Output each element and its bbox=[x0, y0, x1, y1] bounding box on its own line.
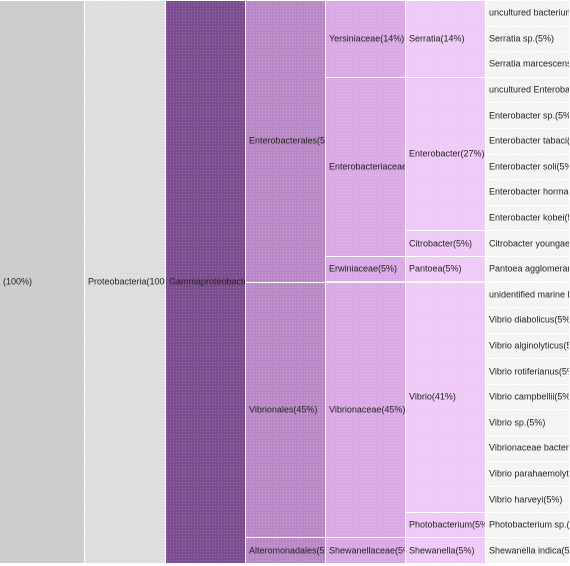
icicle-label: Photobacterium sp.(5%) bbox=[489, 519, 570, 530]
icicle-cell-enterobacter-sp[interactable]: Enterobacter sp.(5%) bbox=[486, 103, 570, 129]
icicle-cell-erwiniaceae[interactable]: Erwiniaceae(5%) bbox=[326, 256, 406, 283]
icicle-label: Shewanella indica(5%) bbox=[489, 545, 570, 556]
icicle-label: Vibrionaceae(45%) bbox=[329, 404, 406, 415]
icicle-cell-uncultured-bacterium[interactable]: uncultured bacterium(5%) bbox=[486, 1, 570, 27]
icicle-cell-serratia[interactable]: Serratia(14%) bbox=[406, 1, 486, 78]
icicle-label: Enterobacter hormaechei(5%) bbox=[489, 186, 569, 197]
icicle-cell-proteobacteria[interactable]: Proteobacteria(100%) bbox=[85, 1, 166, 564]
icicle-cell-enterobacter-hormaechei[interactable]: Enterobacter hormaechei(5%) bbox=[486, 180, 570, 206]
icicle-label: Gammaproteobacteria(100%) bbox=[169, 276, 245, 287]
icicle-cell-vibrio-diabolicus[interactable]: Vibrio diabolicus(5%) bbox=[486, 308, 570, 334]
icicle-cell-unidentified-marine-bacterium[interactable]: unidentified marine bacterium(5%) bbox=[486, 282, 570, 309]
icicle-label: Shewanellaceae(5%) bbox=[329, 545, 406, 556]
icicle-cell-citrobacter[interactable]: Citrobacter(5%) bbox=[406, 231, 486, 257]
icicle-label: Shewanella(5%) bbox=[409, 545, 475, 556]
icicle-label: Enterobacterales(50%) bbox=[249, 135, 326, 146]
icicle-label: Citrobacter(5%) bbox=[409, 238, 473, 249]
icicle-label: Vibrionaceae bacterium(5%) bbox=[489, 442, 569, 453]
icicle-label: Vibrio campbellii(5%) bbox=[489, 391, 570, 402]
icicle-label: Pantoea(5%) bbox=[409, 263, 462, 274]
icicle-label: Pantoea agglomerans(5%) bbox=[489, 263, 569, 274]
icicle-label: Vibrio alginolyticus(5%) bbox=[489, 340, 569, 351]
icicle-cell-vibrionaceae[interactable]: Vibrionaceae(45%) bbox=[326, 282, 406, 539]
icicle-label: Citrobacter youngae(5%) bbox=[489, 238, 570, 249]
icicle-label: Vibrio rotiferianus(5%) bbox=[489, 366, 570, 377]
icicle-label: Enterobacteriaceae(32%) bbox=[329, 161, 405, 172]
icicle-cell-yersiniaceae[interactable]: Yersiniaceae(14%) bbox=[326, 1, 406, 78]
icicle-cell-vibrionales[interactable]: Vibrionales(45%) bbox=[246, 282, 326, 539]
icicle-cell-photobacterium-sp[interactable]: Photobacterium sp.(5%) bbox=[486, 512, 570, 539]
icicle-cell-vibrio-campbellii[interactable]: Vibrio campbellii(5%) bbox=[486, 384, 570, 411]
icicle-cell-root[interactable]: (100%) bbox=[0, 1, 85, 564]
icicle-label: Enterobacter soli(5%) bbox=[489, 161, 570, 172]
icicle-cell-enterobacter[interactable]: Enterobacter(27%) bbox=[406, 77, 486, 232]
icicle-cell-enterobacteriaceae[interactable]: Enterobacteriaceae(32%) bbox=[326, 77, 406, 257]
icicle-label: Vibrio(41%) bbox=[409, 391, 456, 402]
icicle-cell-vibrionaceae-bacterium[interactable]: Vibrionaceae bacterium(5%) bbox=[486, 436, 570, 462]
icicle-label: Vibrionales(45%) bbox=[249, 404, 318, 415]
icicle-cell-shewanellaceae[interactable]: Shewanellaceae(5%) bbox=[326, 538, 406, 564]
icicle-cell-shewanella-indica[interactable]: Shewanella indica(5%) bbox=[486, 538, 570, 564]
icicle-cell-serratia-sp[interactable]: Serratia sp.(5%) bbox=[486, 26, 570, 53]
icicle-cell-vibrio-alginolyticus[interactable]: Vibrio alginolyticus(5%) bbox=[486, 333, 570, 360]
icicle-label: Vibrio diabolicus(5%) bbox=[489, 314, 570, 325]
icicle-label: Enterobacter tabaci(5%) bbox=[489, 135, 570, 146]
icicle-cell-citrobacter-youngae[interactable]: Citrobacter youngae(5%) bbox=[486, 231, 570, 257]
icicle-label: Vibrio parahaemolyticus(5%) bbox=[489, 468, 569, 479]
icicle-cell-vibrio-sp[interactable]: Vibrio sp.(5%) bbox=[486, 410, 570, 437]
icicle-cell-enterobacter-soli[interactable]: Enterobacter soli(5%) bbox=[486, 154, 570, 181]
icicle-label: uncultured bacterium(5%) bbox=[489, 7, 569, 18]
icicle-cell-alteromonadales[interactable]: Alteromonadales(5%) bbox=[246, 538, 326, 564]
icicle-label: Enterobacter(27%) bbox=[409, 148, 485, 159]
icicle-cell-enterobacter-tabaci[interactable]: Enterobacter tabaci(5%) bbox=[486, 128, 570, 155]
icicle-label: Proteobacteria(100%) bbox=[88, 276, 165, 287]
icicle-cell-vibrio-harveyi[interactable]: Vibrio harveyi(5%) bbox=[486, 487, 570, 513]
icicle-cell-pantoea[interactable]: Pantoea(5%) bbox=[406, 256, 486, 283]
icicle-cell-enterobacterales[interactable]: Enterobacterales(50%) bbox=[246, 1, 326, 283]
icicle-cell-serratia-marcescens[interactable]: Serratia marcescens(5%) bbox=[486, 52, 570, 78]
icicle-cell-vibrio-parahaemolyticus[interactable]: Vibrio parahaemolyticus(5%) bbox=[486, 461, 570, 488]
icicle-cell-vibrio-rotiferianus[interactable]: Vibrio rotiferianus(5%) bbox=[486, 359, 570, 385]
icicle-cell-enterobacter-kobei[interactable]: Enterobacter kobei(5%) bbox=[486, 205, 570, 232]
icicle-cell-uncultured-enterobacter-sp[interactable]: uncultured Enterobacter sp.(5%) bbox=[486, 77, 570, 104]
icicle-label: Erwiniaceae(5%) bbox=[329, 263, 398, 274]
icicle-label: Vibrio harveyi(5%) bbox=[489, 494, 563, 504]
icicle-label: Serratia sp.(5%) bbox=[489, 33, 555, 44]
icicle-label: Enterobacter sp.(5%) bbox=[489, 110, 570, 121]
icicle-cell-vibrio[interactable]: Vibrio(41%) bbox=[406, 282, 486, 513]
icicle-label: uncultured Enterobacter sp.(5%) bbox=[489, 84, 570, 95]
icicle-label: Alteromonadales(5%) bbox=[249, 545, 325, 556]
icicle-label: Photobacterium(5%) bbox=[409, 519, 486, 530]
icicle-label: Serratia marcescens(5%) bbox=[489, 58, 569, 69]
icicle-cell-photobacterium[interactable]: Photobacterium(5%) bbox=[406, 512, 486, 539]
icicle-label: Serratia(14%) bbox=[409, 33, 465, 44]
icicle-label: unidentified marine bacterium(5%) bbox=[489, 289, 569, 300]
icicle-label: Enterobacter kobei(5%) bbox=[489, 212, 569, 223]
icicle-label: Yersiniaceae(14%) bbox=[329, 33, 405, 44]
icicle-cell-shewanella[interactable]: Shewanella(5%) bbox=[406, 538, 486, 564]
icicle-cell-pantoea-agglomerans[interactable]: Pantoea agglomerans(5%) bbox=[486, 256, 570, 283]
icicle-label: (100%) bbox=[3, 276, 33, 287]
icicle-label: Vibrio sp.(5%) bbox=[489, 417, 546, 428]
icicle-cell-gammaproteobacteria[interactable]: Gammaproteobacteria(100%) bbox=[166, 1, 246, 564]
